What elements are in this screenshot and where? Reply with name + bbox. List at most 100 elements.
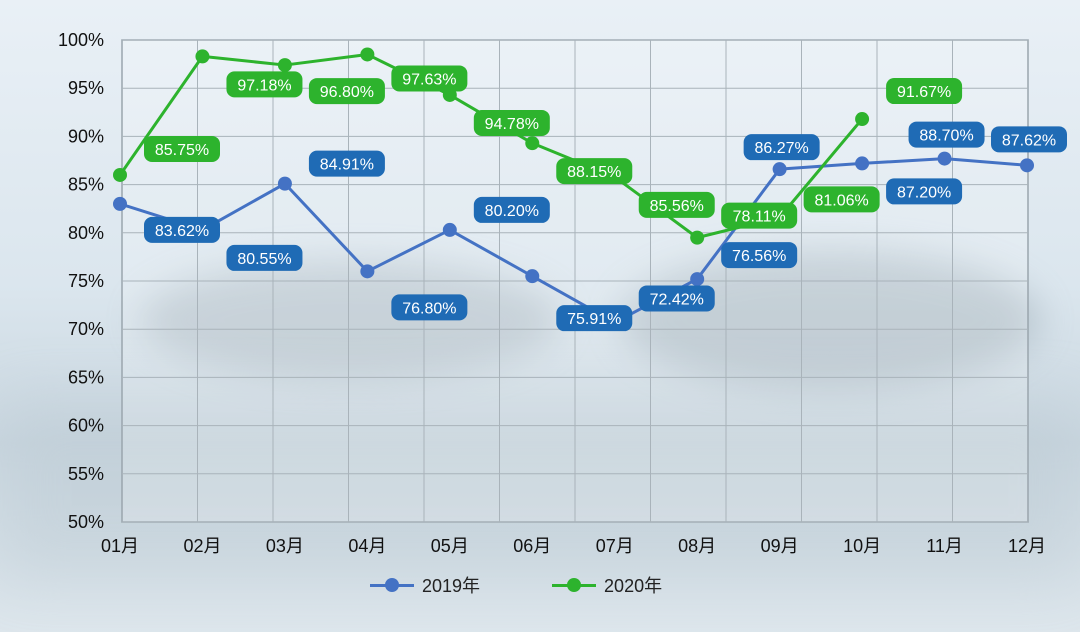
data-label: 94.78% (485, 116, 539, 133)
y-tick-label: 90% (68, 126, 104, 146)
x-tick-label: 05月 (431, 536, 469, 556)
y-tick-label: 55% (68, 464, 104, 484)
legend: 2019年 2020年 (370, 572, 662, 598)
data-label-box (473, 109, 550, 136)
legend-swatch-2019 (370, 578, 414, 592)
y-tick-label: 100% (58, 30, 104, 50)
y-tick-label: 50% (68, 512, 104, 532)
data-label: 86.27% (755, 140, 809, 157)
data-label: 80.55% (237, 251, 291, 268)
data-label: 81.06% (815, 192, 869, 209)
data-label-box (144, 216, 220, 243)
background-rocks-left (140, 260, 560, 380)
data-point (442, 222, 457, 237)
data-label: 78.11% (733, 209, 786, 226)
background-sea (0, 400, 1080, 580)
x-tick-label: 07月 (596, 536, 634, 556)
x-tick-label: 09月 (761, 536, 799, 556)
background-rocks-right (620, 250, 1040, 390)
data-label: 88.15% (567, 164, 621, 181)
data-label: 85.75% (155, 142, 209, 159)
data-label: 76.56% (732, 248, 786, 265)
data-label-box (308, 78, 385, 105)
data-label-box (473, 196, 550, 223)
legend-swatch-2020 (552, 578, 597, 592)
x-tick-label: 02月 (183, 536, 221, 556)
data-label: 80.20% (485, 203, 539, 220)
data-label: 87.62% (1002, 132, 1056, 149)
data-label-box (638, 285, 715, 312)
data-label-box (144, 135, 220, 162)
data-point (113, 196, 127, 211)
data-label-box (721, 242, 798, 269)
data-label-box (743, 134, 820, 161)
y-axis-ticks: 50% 55% 60% 65% 70% 75% 80% 85% 90% 95% 100% (58, 30, 104, 532)
data-point (277, 176, 292, 191)
x-axis-ticks: 01月 02月 03月 04月 05月 06月 07月 08月 09月 10月 11月 12月 (101, 536, 1046, 556)
data-point (195, 49, 210, 64)
data-label-box (556, 158, 633, 185)
data-point (690, 272, 705, 287)
data-label-box (638, 191, 715, 218)
data-label-box (886, 178, 963, 205)
data-point (277, 58, 292, 73)
grid-lines (122, 39, 1028, 523)
data-label-box (721, 202, 798, 229)
data-label: 76.80% (402, 300, 456, 317)
data-label: 72.42% (650, 291, 704, 308)
legend-item-2020: 2020年 (552, 572, 662, 598)
y-tick-label: 80% (68, 223, 104, 243)
data-label: 97.63% (402, 71, 456, 88)
data-point (525, 269, 540, 284)
data-label: 91.67% (897, 84, 951, 101)
data-point (855, 112, 870, 127)
data-label: 75.91% (567, 311, 621, 328)
data-point (360, 264, 375, 279)
x-tick-label: 11月 (926, 536, 963, 556)
data-label-box (908, 121, 985, 148)
data-label-box (886, 78, 963, 105)
data-point (937, 151, 952, 166)
legend-label-2019: 2019年 (422, 576, 481, 596)
data-label: 88.70% (919, 128, 973, 145)
data-label-box (226, 244, 303, 271)
y-tick-label: 70% (68, 319, 104, 339)
y-tick-label: 85% (68, 175, 104, 195)
data-label: 83.62% (155, 223, 209, 240)
x-tick-label: 03月 (266, 536, 304, 556)
data-point (525, 136, 540, 151)
y-tick-label: 65% (68, 367, 104, 387)
data-label-box (556, 305, 633, 332)
y-tick-label: 60% (68, 416, 104, 436)
data-label-box (991, 126, 1067, 153)
data-point (113, 167, 127, 182)
y-tick-label: 75% (68, 271, 104, 291)
data-label: 85.56% (650, 198, 704, 215)
data-point (1020, 158, 1034, 173)
x-tick-label: 04月 (348, 536, 386, 556)
x-tick-label: 12月 (1008, 536, 1046, 556)
data-label-box (308, 150, 385, 177)
data-label: 96.80% (320, 84, 374, 101)
data-label-box (391, 65, 468, 92)
data-point (690, 230, 705, 245)
data-label: 84.91% (320, 157, 374, 174)
legend-label-2020: 2020年 (604, 576, 663, 596)
data-label: 87.20% (897, 184, 951, 201)
data-point (360, 47, 375, 62)
data-label-box (391, 294, 468, 321)
x-tick-label: 08月 (678, 536, 716, 556)
x-tick-label: 01月 (101, 536, 139, 556)
y-tick-label: 95% (68, 78, 104, 98)
x-tick-label: 10月 (843, 536, 881, 556)
legend-item-2019: 2019年 (370, 572, 480, 598)
data-point (772, 162, 787, 177)
data-labels-layer: 83.62% 80.55% 84.91% 76.80% 80.20% 75.91% 72.4… (144, 65, 1067, 332)
data-label: 97.18% (237, 77, 291, 94)
data-label-box (803, 186, 880, 213)
data-label-box (226, 71, 303, 98)
data-point (855, 156, 870, 171)
x-tick-label: 06月 (513, 536, 551, 556)
series-line-2019 (119, 157, 1028, 324)
